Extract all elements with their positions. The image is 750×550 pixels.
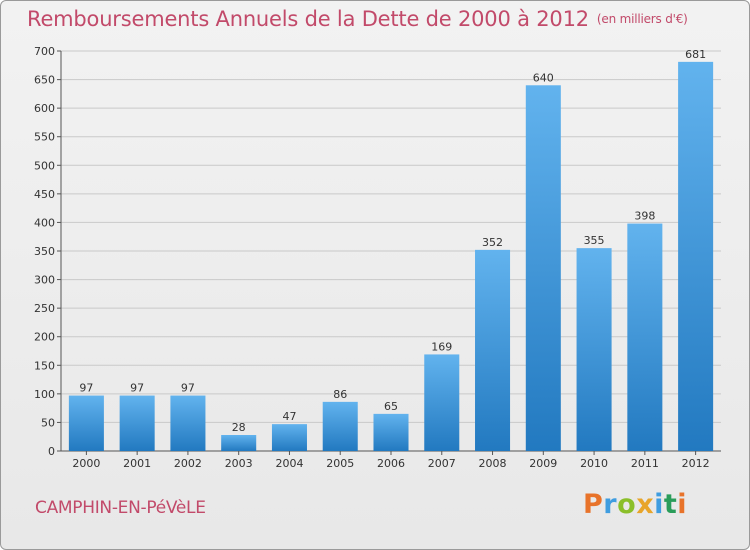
x-tick-label-2012: 2012 [682,457,710,470]
x-tick-label-2009: 2009 [529,457,557,470]
y-tick-label-100: 100 [34,388,55,401]
chart-title-unit: (en milliers d'€) [596,12,688,26]
x-tick-label-2010: 2010 [580,457,608,470]
bar-2010 [576,248,612,451]
bar-2006 [373,413,409,451]
x-tick-label-2000: 2000 [72,457,100,470]
bar-2005 [322,401,358,451]
y-tick-label-700: 700 [34,45,55,58]
bar-2004 [271,424,307,451]
logo-letter: o [617,489,637,520]
value-label-2006: 65 [384,400,398,413]
bar-2009 [525,85,561,452]
bar-2002 [170,395,206,451]
bar-2011 [627,223,663,451]
proxiti-logo: Proxiti [583,489,687,520]
x-tick-label-2001: 2001 [123,457,151,470]
value-label-2011: 398 [634,210,655,223]
value-label-2012: 681 [685,48,706,61]
x-tick-label-2006: 2006 [377,457,405,470]
value-label-2003: 28 [232,421,246,434]
y-tick-label-150: 150 [34,359,55,372]
y-tick-label-250: 250 [34,302,55,315]
value-label-2004: 47 [282,410,296,423]
labels: 0 50 100 150 200 250 300 350 400 450 500 550 600 650 7… [34,45,710,470]
y-tick-label-650: 650 [34,74,55,87]
chart-title-main: Remboursements Annuels de la Dette de 20… [27,7,589,31]
value-label-2005: 86 [333,388,347,401]
bars [68,61,714,452]
commune-name: CAMPHIN-EN-PéVèLE [35,498,206,518]
x-tick-label-2008: 2008 [479,457,507,470]
value-label-2007: 169 [431,340,452,353]
value-label-2000: 97 [79,382,93,395]
bar-2000 [68,395,104,451]
bar-2007 [424,354,460,451]
grid-lines [61,50,721,423]
bar-2001 [119,395,155,451]
y-tick-label-550: 550 [34,131,55,144]
bar-2012 [678,61,714,451]
y-tick-label-50: 50 [41,416,55,429]
y-tick-label-200: 200 [34,331,55,344]
value-label-2001: 97 [130,382,144,395]
y-tick-label-350: 350 [34,245,55,258]
logo-letter: i [677,489,688,520]
x-tick-label-2005: 2005 [326,457,354,470]
bar-2003 [221,435,257,451]
logo-letter: P [583,489,604,520]
x-tick-label-2007: 2007 [428,457,456,470]
logo-letter: x [636,489,655,520]
y-tick-label-0: 0 [48,445,55,458]
value-label-2008: 352 [482,236,503,249]
value-label-2009: 640 [533,71,554,84]
y-tick-label-400: 400 [34,216,55,229]
x-tick-label-2003: 2003 [225,457,253,470]
logo-letter: r [603,489,618,520]
x-tick-label-2002: 2002 [174,457,202,470]
logo-letter: i [654,489,664,520]
bar-2008 [475,249,511,451]
axes [57,50,721,455]
x-tick-label-2011: 2011 [631,457,659,470]
y-tick-label-300: 300 [34,274,55,287]
logo-letter: t [663,489,678,520]
y-tick-label-500: 500 [34,159,55,172]
chart-title: Remboursements Annuels de la Dette de 20… [27,7,688,31]
value-label-2010: 355 [584,234,605,247]
x-tick-label-2004: 2004 [275,457,303,470]
value-label-2002: 97 [181,382,195,395]
y-tick-label-600: 600 [34,102,55,115]
y-tick-label-450: 450 [34,188,55,201]
